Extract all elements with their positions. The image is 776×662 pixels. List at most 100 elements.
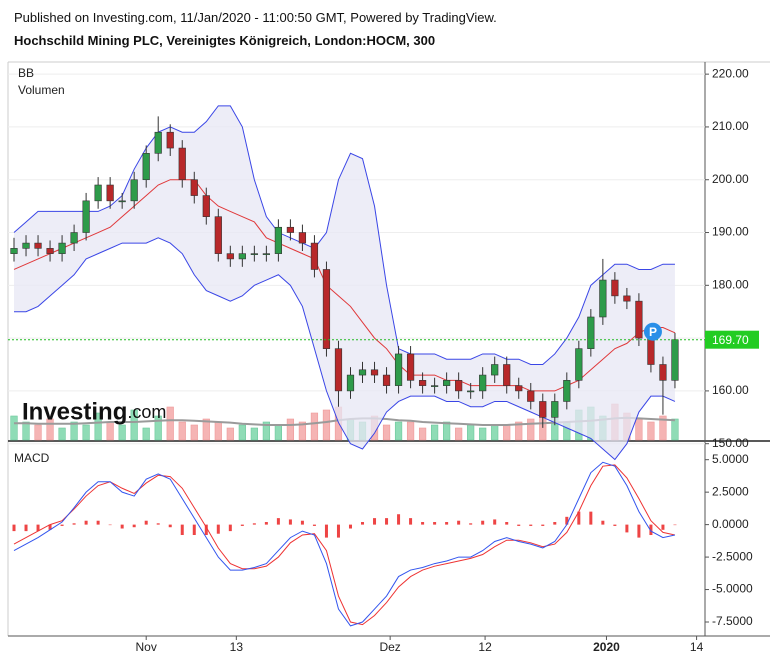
y-tick-label: 2.5000 [712,484,749,498]
volume-bar [46,418,54,441]
macd-histogram [324,524,328,538]
macd-histogram [505,522,509,525]
macd-histogram [589,511,593,525]
volume-bar [503,424,511,441]
volume-bar [34,424,42,441]
x-tick-label: Nov [136,640,157,654]
logo: Investing.com [22,398,166,425]
macd-line [13,461,676,627]
macd-histogram [312,524,316,526]
y-tick-label: 210.00 [712,119,749,133]
volume-bar [310,412,319,441]
candle-body [515,385,523,392]
y-tick-label: 180.00 [712,277,749,291]
macd-histogram [553,522,557,525]
y-tick-label: -7.5000 [712,614,753,628]
x-tick-label: Dez [379,640,400,654]
candle-body [671,339,679,381]
macd-histogram [228,524,232,532]
candle-body [106,184,114,202]
macd-histogram [84,520,88,525]
indicator-label: BB [18,66,34,80]
macd-histogram [252,523,256,525]
x-tick-label: 2020 [593,640,620,654]
macd-histogram [108,524,112,526]
candle-body [262,253,270,255]
macd-histogram [397,514,401,525]
published-line: Published on Investing.com, 11/Jan/2020 … [14,10,497,25]
macd-histogram [216,524,220,534]
candle-body [358,369,367,376]
volume-bar [431,424,439,441]
volume-bar [166,406,174,441]
macd-histogram [637,524,641,538]
macd-histogram [445,522,449,525]
volume-bar [190,424,198,441]
macd-histogram [409,518,413,525]
y-tick-label: 150.00 [712,436,749,450]
candle-body [599,279,607,318]
macd-histogram [625,524,629,533]
macd-histogram [72,523,76,525]
y-tick-label: 220.00 [712,66,749,80]
last-price-box [705,330,759,349]
macd-histogram [421,522,425,525]
volume-bar [202,418,210,441]
x-tick-label: 13 [230,640,244,654]
volume-bar [467,424,475,441]
macd-histogram [48,524,52,530]
volume-bar [226,427,234,441]
instrument-title: Hochschild Mining PLC, Vereinigtes König… [14,33,436,48]
y-tick-label: -2.5000 [712,549,753,563]
macd-histogram [96,520,100,525]
candle-body [382,374,391,386]
macd-histogram [541,524,545,526]
volume-bar [118,424,126,441]
candle-body [467,390,475,393]
candle-body [659,364,667,381]
candle-body [322,269,331,349]
volume-bar [70,421,78,441]
candle-body [587,316,595,349]
macd-histogram [565,516,569,525]
bb-lower [14,237,676,461]
macd-histogram [373,518,377,525]
candle-body [286,226,295,233]
candle-body [611,279,619,297]
macd-histogram [493,519,497,525]
volume-bar [406,421,415,441]
candle-body [443,380,451,386]
x-tick-label: 14 [690,640,704,654]
candle-body [370,369,379,376]
volume-bar [274,424,282,441]
candle-body [394,353,403,386]
volume-bar [94,412,102,441]
volume-bar [491,424,499,441]
macd-histogram [36,524,40,532]
badge [643,322,662,341]
volume-bar [238,424,246,441]
macd-histogram [276,518,280,525]
volume-bar [659,415,667,441]
x-tick-label: 12 [478,640,492,654]
volume-bar [515,421,523,441]
volume-bar [130,409,138,441]
y-tick-label: -5.0000 [712,582,753,596]
candle-body [10,248,18,254]
candle-body [142,153,150,181]
candle-body [238,253,246,260]
candle-body [539,401,547,418]
macd-histogram [168,524,172,528]
candle-body [479,374,487,392]
macd-histogram [577,511,581,525]
macd-histogram [120,524,124,529]
bb-upper [13,105,675,366]
volume-bar [58,427,66,441]
volume-bar [298,421,307,441]
candle-body [334,348,343,392]
volume-bar [382,424,391,441]
y-tick-label: 5.0000 [712,452,749,466]
volume-bar [22,421,30,441]
candle-body [178,147,186,181]
